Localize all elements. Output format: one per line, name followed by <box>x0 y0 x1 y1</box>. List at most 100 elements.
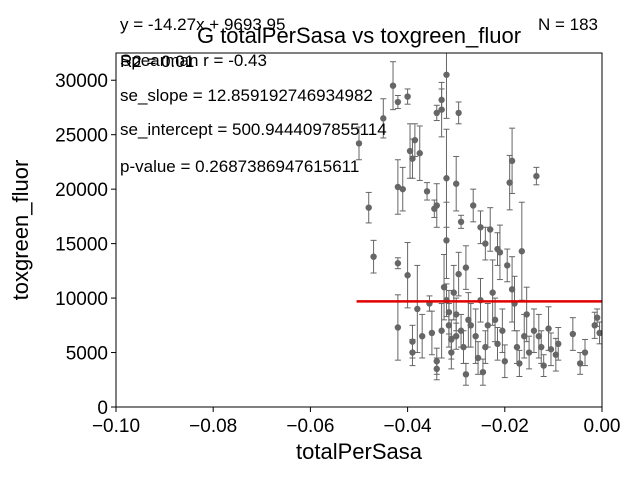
y-axis-ticks: 0 5000 10000 15000 20000 25000 30000 <box>55 71 116 419</box>
y-tick-label: 10000 <box>55 289 108 310</box>
x-axis-ticks: −0.10 −0.08 −0.06 −0.04 −0.02 0.00 <box>92 407 620 437</box>
data-point <box>521 333 528 340</box>
data-point <box>365 204 372 211</box>
data-point <box>581 349 589 356</box>
data-point <box>569 330 577 338</box>
sample-count: N = 183 <box>538 15 598 34</box>
data-point <box>445 309 453 316</box>
data-point <box>540 362 547 369</box>
x-axis-label: totalPerSasa <box>296 439 423 464</box>
data-point <box>482 343 489 351</box>
data-point <box>370 253 377 260</box>
y-tick-label: 15000 <box>55 235 108 256</box>
data-point <box>494 340 501 348</box>
data-point <box>448 336 455 343</box>
data-point <box>518 248 526 255</box>
data-point <box>508 157 516 165</box>
data-point <box>450 289 457 296</box>
data-point <box>453 311 460 318</box>
data-point <box>506 179 513 186</box>
spearman-r: Spearman r = -0.43 <box>120 51 267 70</box>
data-point <box>496 249 504 256</box>
data-point <box>504 262 511 269</box>
data-point <box>433 365 440 373</box>
x-tick-label: −0.10 <box>92 416 140 437</box>
data-point <box>508 286 516 293</box>
data-point <box>399 185 406 193</box>
data-point <box>438 327 445 334</box>
se-intercept: se_intercept = 500.9444097855114 <box>120 120 387 139</box>
data-point <box>457 218 465 226</box>
data-point <box>462 371 470 378</box>
data-point <box>423 188 431 195</box>
data-point <box>477 224 484 231</box>
data-point <box>418 333 426 340</box>
data-point <box>414 305 421 313</box>
y-tick-label: 5000 <box>66 344 108 365</box>
data-point <box>467 322 474 329</box>
data-point <box>443 175 450 182</box>
data-point <box>535 333 543 340</box>
y-tick-label: 20000 <box>55 180 108 201</box>
data-point <box>596 329 602 337</box>
data-point <box>404 93 411 100</box>
data-point <box>355 140 363 147</box>
data-point <box>525 349 533 356</box>
chart-title: G totalPerSasa vs toxgreen_fluor <box>197 23 521 48</box>
data-point <box>394 324 402 331</box>
data-point <box>389 82 397 89</box>
x-tick-label: −0.06 <box>286 416 334 437</box>
data-point <box>538 343 545 351</box>
data-point <box>472 333 479 340</box>
data-point <box>462 264 470 271</box>
data-point <box>491 316 499 324</box>
y-tick-label: 25000 <box>55 126 108 147</box>
data-point <box>455 109 462 117</box>
data-point <box>440 283 448 291</box>
data-point <box>516 360 523 367</box>
data-point <box>411 136 419 144</box>
data-point <box>428 329 436 337</box>
data-point <box>406 147 414 155</box>
data-point <box>433 358 440 365</box>
data-point <box>593 314 601 321</box>
data-point <box>453 333 460 340</box>
data-point <box>438 96 445 104</box>
x-tick-label: −0.04 <box>384 416 433 437</box>
se-slope: se_slope = 12.859192746934982 <box>120 86 373 105</box>
data-point <box>545 325 552 332</box>
data-point <box>489 289 496 296</box>
data-point <box>443 71 450 78</box>
data-point <box>394 183 402 191</box>
plot-frame <box>115 52 603 408</box>
data-point <box>453 180 460 187</box>
data-point <box>460 343 467 351</box>
data-point <box>409 338 416 345</box>
data-point <box>416 150 423 157</box>
data-point <box>443 237 450 244</box>
data-point <box>448 349 455 356</box>
data-point <box>433 202 440 209</box>
data-point <box>576 360 584 367</box>
y-tick-label: 30000 <box>55 71 108 92</box>
data-point <box>474 354 482 362</box>
x-tick-label: −0.02 <box>481 416 529 437</box>
data-point <box>523 311 530 318</box>
data-point <box>530 327 538 334</box>
data-point <box>513 343 521 351</box>
data-point <box>547 346 555 353</box>
y-tick-label: 0 <box>97 398 108 419</box>
data-point <box>487 226 494 233</box>
data-point <box>470 202 477 209</box>
data-point <box>465 316 472 324</box>
data-point <box>445 322 453 329</box>
data-point <box>404 272 411 279</box>
data-point <box>501 358 508 365</box>
data-point <box>380 115 387 122</box>
data-point <box>433 109 440 117</box>
data-point <box>457 327 465 334</box>
y-axis-label: toxgreen_fluor <box>8 160 33 301</box>
data-point <box>555 340 562 348</box>
data-point <box>482 240 489 247</box>
